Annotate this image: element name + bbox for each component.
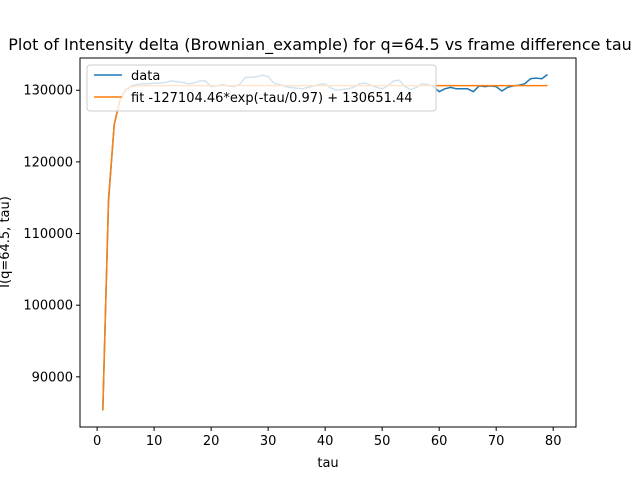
legend-label-fit: fit -127104.46*exp(-tau/0.97) + 130651.4… (131, 91, 413, 106)
y-tick-label: 120000 (23, 155, 73, 170)
y-axis-label: I(q=64.5, tau) (0, 196, 13, 288)
legend-label-data: data (131, 69, 160, 84)
y-tick-label: 110000 (23, 227, 73, 242)
y-axis-ticks: 90000 100000 110000 120000 130000 (23, 84, 80, 385)
y-tick-label: 100000 (23, 299, 73, 314)
legend: data fit -127104.46*exp(-tau/0.97) + 130… (86, 64, 437, 112)
x-tick-label: 80 (545, 434, 562, 449)
x-tick-label: 60 (431, 434, 448, 449)
axes-frame (79, 57, 577, 428)
x-tick-label: 30 (260, 434, 277, 449)
y-tick-label: 130000 (23, 84, 73, 99)
x-tick-label: 40 (317, 434, 334, 449)
x-axis-label: tau (317, 456, 338, 471)
x-tick-label: 10 (146, 434, 163, 449)
x-tick-label: 20 (203, 434, 220, 449)
y-tick-label: 90000 (32, 370, 73, 385)
legend-box (86, 64, 437, 112)
chart-title: Plot of Intensity delta (Brownian_exampl… (8, 35, 632, 55)
x-tick-label: 0 (93, 434, 101, 449)
x-tick-label: 70 (488, 434, 505, 449)
x-axis-ticks: 0 10 20 30 40 50 60 70 80 (93, 427, 562, 449)
x-tick-label: 50 (374, 434, 391, 449)
